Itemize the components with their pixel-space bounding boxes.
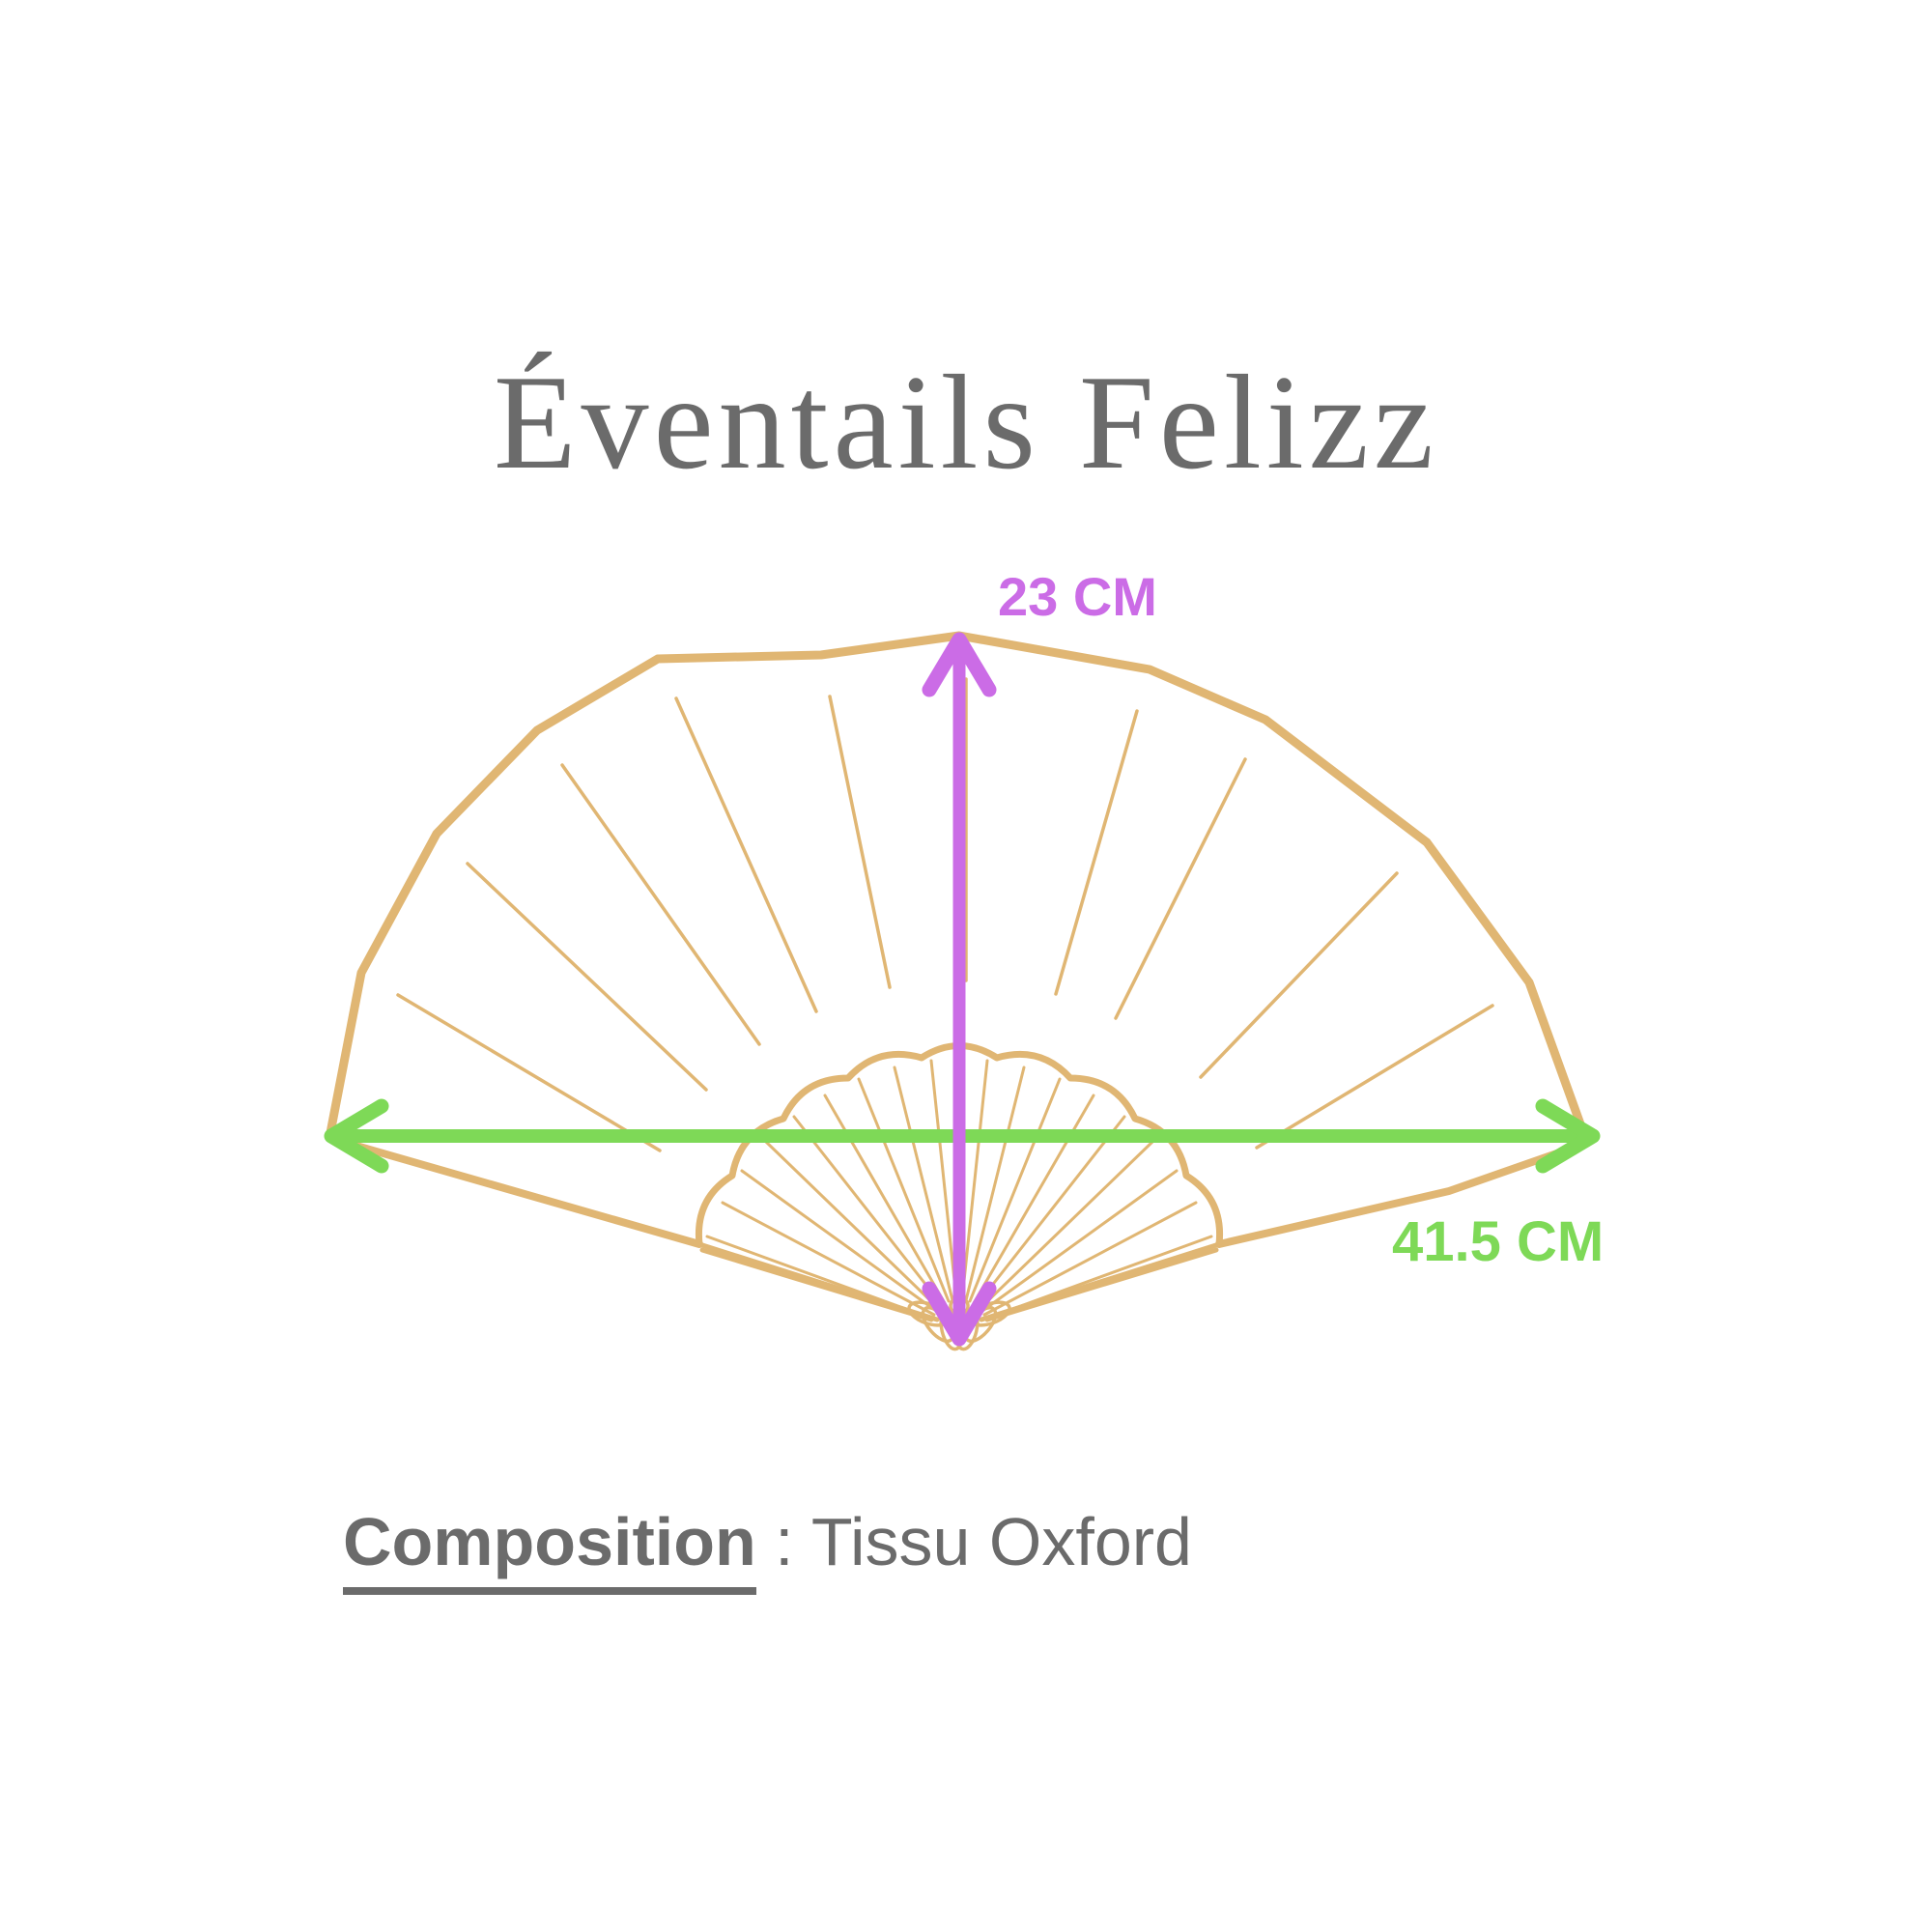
- fan-fold-lines: [396, 677, 1494, 1152]
- composition-value: Tissu Oxford: [810, 1504, 1192, 1579]
- fan-guard-sticks: [696, 1241, 1222, 1322]
- width-measurement-label: 41.5 CM: [1392, 1210, 1605, 1273]
- composition-separator: :: [755, 1504, 811, 1579]
- page-title: Éventails Felizz: [493, 348, 1439, 497]
- fan-sticks: [705, 1058, 1213, 1321]
- composition-term: Composition: [343, 1508, 756, 1595]
- composition-text: Composition : Tissu Oxford: [343, 1508, 1192, 1595]
- height-measurement-label: 23 CM: [998, 566, 1157, 627]
- height-arrow-icon: [922, 632, 997, 1347]
